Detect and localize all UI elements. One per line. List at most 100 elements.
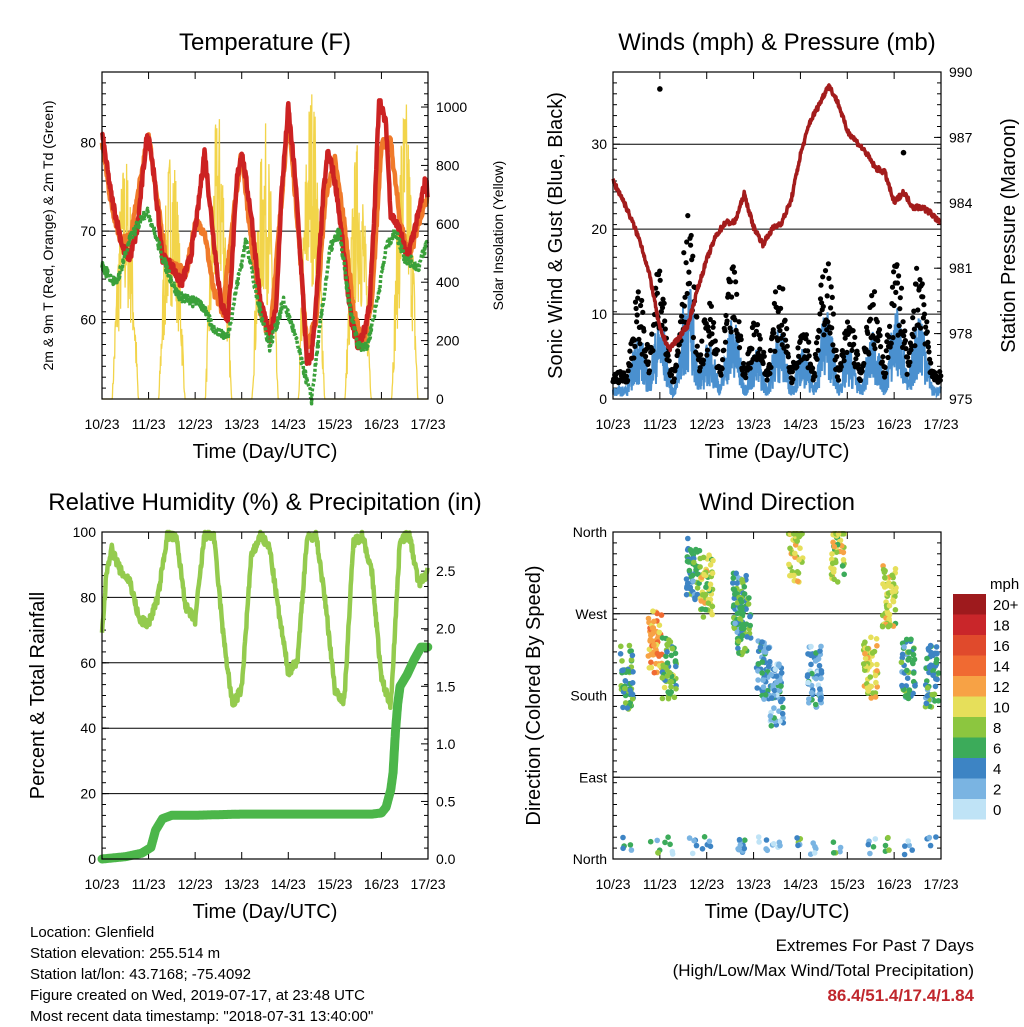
rh-line (99, 529, 430, 711)
direction-point (647, 838, 654, 845)
direction-point (795, 578, 801, 585)
direction-point (808, 690, 815, 696)
direction-point (885, 623, 892, 630)
gust-point (853, 356, 859, 362)
legend-label: 20+ (993, 597, 1019, 614)
direction-point (795, 842, 801, 849)
gust-point (870, 333, 876, 339)
direction-point (865, 841, 872, 848)
direction-point (775, 663, 782, 669)
x-tick-label: 13/23 (736, 416, 771, 432)
y2-tick-label: 0.5 (436, 793, 456, 809)
gust-point (872, 345, 878, 352)
direction-point (762, 692, 769, 698)
direction-point (672, 659, 679, 665)
gust-point (771, 330, 777, 336)
direction-point (747, 622, 753, 629)
direction-point (831, 543, 838, 550)
gust-point (915, 307, 921, 313)
gust-point (754, 322, 761, 328)
direction-point (898, 659, 905, 666)
direction-point (689, 572, 696, 579)
gust-point (662, 318, 668, 324)
direction-point (743, 572, 749, 579)
direction-point (808, 661, 814, 668)
direction-point (868, 634, 874, 641)
gust-point (690, 334, 697, 341)
gust-point (784, 343, 790, 349)
direction-point (648, 659, 654, 666)
gust-point (855, 351, 861, 358)
gust-point (636, 336, 642, 342)
direction-point (705, 600, 712, 606)
y-tick-label: 0 (599, 391, 607, 407)
direction-point (830, 569, 837, 575)
direction-point (818, 643, 824, 650)
x-tick-label: 13/23 (224, 876, 259, 892)
gust-point (767, 347, 774, 354)
direction-point (767, 658, 773, 665)
legend-label: 0 (993, 802, 1001, 819)
gust-point (697, 365, 703, 371)
gust-point (782, 317, 788, 323)
gust-point (671, 376, 677, 382)
direction-point (659, 695, 666, 702)
legend-label: 14 (993, 659, 1010, 676)
gust-point (645, 359, 652, 365)
y-tick-label: 40 (80, 720, 96, 736)
direction-point (759, 659, 765, 665)
direction-point (759, 639, 765, 645)
x-axis-label: Time (Day/UTC) (705, 901, 850, 923)
gust-point (627, 348, 633, 354)
gust-point (910, 315, 916, 321)
gust-point (875, 338, 881, 344)
y-tick-label: 20 (80, 786, 96, 802)
gust-point (764, 377, 770, 383)
direction-point (619, 658, 625, 664)
gust-point (833, 347, 839, 353)
direction-point (870, 844, 877, 850)
gust-point (874, 319, 880, 325)
series-direction (617, 531, 942, 858)
gust-point (721, 347, 727, 353)
direction-point (747, 613, 753, 620)
gust-point (797, 338, 803, 344)
direction-point (707, 581, 714, 588)
direction-point (755, 668, 761, 674)
x-tick-label: 11/23 (643, 416, 677, 432)
direction-point (740, 649, 746, 656)
gust-point (839, 348, 846, 354)
gust-point (635, 295, 641, 301)
gust-point (928, 360, 934, 366)
y-tick-label: 20 (591, 221, 607, 237)
gust-point (902, 338, 909, 344)
legend-swatch (953, 696, 986, 717)
legend-label: 2 (993, 782, 1001, 799)
y2-tick-label: 200 (436, 333, 460, 349)
gust-point (753, 328, 760, 334)
direction-point (710, 557, 716, 564)
direction-point (837, 848, 843, 855)
direction-point (741, 845, 748, 852)
humidity-precip-panel: Relative Humidity (%) & Precipitation (i… (27, 489, 482, 923)
direction-point (765, 663, 772, 670)
plot-border (612, 71, 942, 400)
direction-point (744, 634, 750, 640)
gust-point (926, 349, 932, 355)
gust-point (897, 295, 903, 301)
direction-point (702, 591, 709, 598)
direction-point (862, 655, 869, 662)
direction-point (759, 670, 765, 676)
direction-point (909, 847, 915, 853)
series-pressure (611, 83, 942, 353)
direction-point (808, 643, 814, 650)
gust-point (815, 347, 821, 353)
direction-point (673, 686, 679, 692)
direction-point (933, 834, 939, 840)
direction-point (905, 695, 912, 702)
gust-point (866, 351, 872, 357)
gust-point (627, 362, 634, 368)
y2-tick-label: 600 (436, 216, 460, 232)
direction-point (629, 696, 636, 702)
gust-point (898, 285, 905, 291)
